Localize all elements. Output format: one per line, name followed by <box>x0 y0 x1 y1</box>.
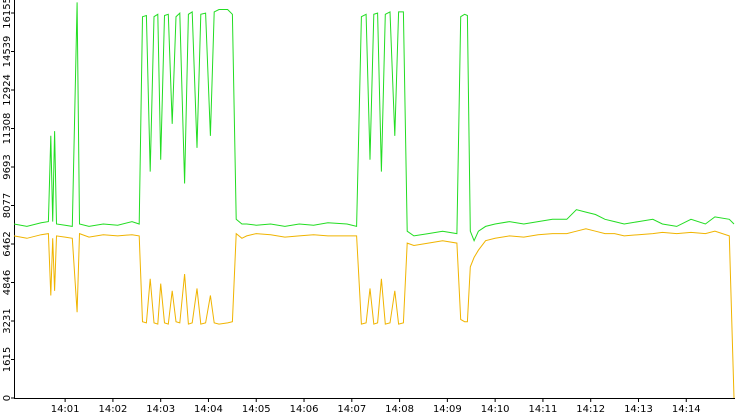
y-tick-label: 14539 <box>2 36 13 68</box>
series-line <box>13 228 735 399</box>
x-tick-label: 14:13 <box>624 404 653 415</box>
x-tick-label: 14:14 <box>672 404 701 415</box>
x-tick-label: 14:10 <box>481 404 510 415</box>
x-tick-label: 14:09 <box>433 404 462 415</box>
x-tick-label: 14:11 <box>529 404 558 415</box>
y-tick-label: 12924 <box>2 74 13 106</box>
x-tick-label: 14:05 <box>242 404 271 415</box>
x-tick-label: 14:04 <box>194 404 223 415</box>
x-tick-label: 14:06 <box>290 404 319 415</box>
y-tick-label: 9693 <box>2 154 13 179</box>
y-tick-label: 8077 <box>2 193 13 218</box>
y-tick-label: 16155 <box>2 0 13 29</box>
y-tick-label: 11308 <box>2 113 13 145</box>
x-tick-label: 14:12 <box>576 404 605 415</box>
x-tick-label: 14:07 <box>337 404 366 415</box>
y-tick-label: 3231 <box>2 308 13 333</box>
x-tick-label: 14:08 <box>385 404 414 415</box>
x-tick-label: 14:03 <box>146 404 175 415</box>
x-tick-label: 14:01 <box>51 404 80 415</box>
y-tick-label: 0 <box>2 395 13 401</box>
y-tick-label: 6462 <box>2 231 13 256</box>
x-tick-label: 14:02 <box>98 404 127 415</box>
y-tick-label: 1615 <box>2 347 13 372</box>
y-tick-label: 4846 <box>2 270 13 295</box>
series-line <box>13 2 735 242</box>
